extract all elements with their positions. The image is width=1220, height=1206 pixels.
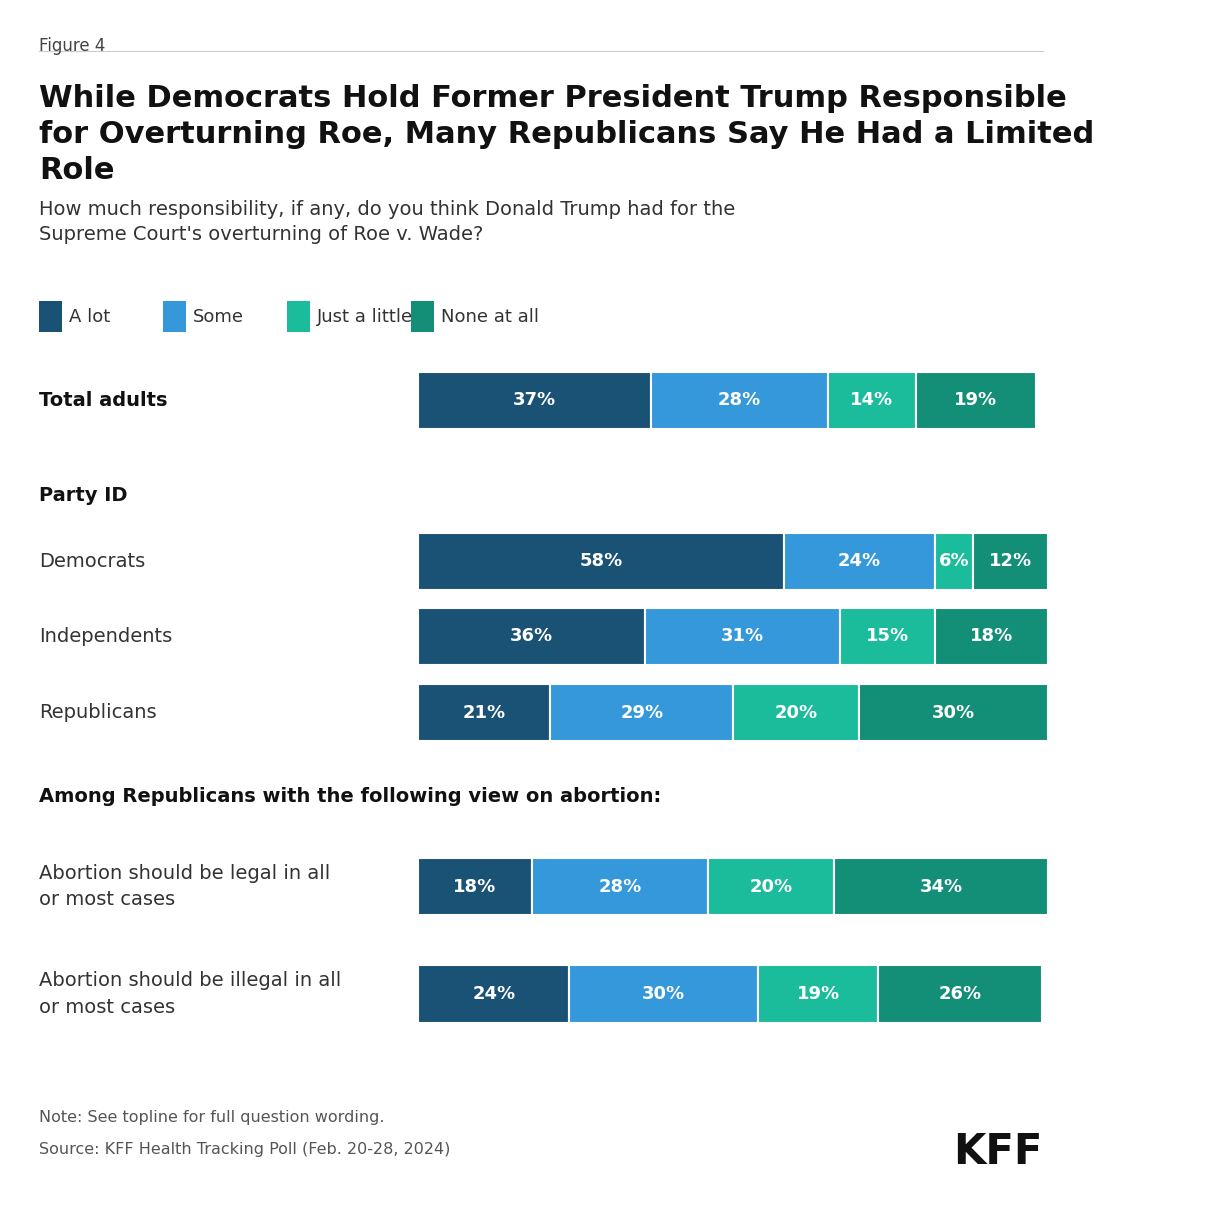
Text: Some: Some [193,308,244,326]
Bar [163,302,187,333]
Text: 37%: 37% [514,391,556,409]
Text: Note: See topline for full question wording.: Note: See topline for full question word… [39,1110,384,1125]
Text: 19%: 19% [954,391,997,409]
Bar [418,608,645,665]
Bar [733,684,859,742]
Text: A lot: A lot [68,308,110,326]
Text: 14%: 14% [850,391,893,409]
Bar [935,608,1048,665]
Bar [39,302,62,333]
Text: Independents: Independents [39,627,172,646]
Text: 19%: 19% [797,985,839,1003]
Text: Party ID: Party ID [39,486,127,505]
Text: 30%: 30% [642,985,686,1003]
Bar [645,608,841,665]
Text: 24%: 24% [472,985,515,1003]
Text: 20%: 20% [775,703,817,721]
Text: 31%: 31% [721,627,764,645]
Bar [651,371,827,429]
Bar [532,859,708,915]
Text: 28%: 28% [717,391,761,409]
Text: 28%: 28% [598,878,642,896]
Bar [708,859,834,915]
Bar [418,371,651,429]
Bar [783,533,935,590]
Text: 30%: 30% [932,703,975,721]
Bar [834,859,1048,915]
Text: Abortion should be legal in all
or most cases: Abortion should be legal in all or most … [39,863,331,909]
Text: Among Republicans with the following view on abortion:: Among Republicans with the following vie… [39,786,661,806]
Text: Republicans: Republicans [39,703,156,722]
Text: While Democrats Hold Former President Trump Responsible
for Overturning Roe, Man: While Democrats Hold Former President Tr… [39,84,1094,186]
Bar [550,684,733,742]
Text: 26%: 26% [938,985,982,1003]
Bar [418,859,532,915]
Text: None at all: None at all [440,308,538,326]
Text: 34%: 34% [920,878,963,896]
Bar [935,533,972,590]
Bar [972,533,1048,590]
Text: 36%: 36% [510,627,553,645]
Text: Democrats: Democrats [39,552,145,570]
Text: 6%: 6% [938,552,969,570]
Bar [418,965,570,1023]
Text: 18%: 18% [453,878,497,896]
Bar [287,302,310,333]
Text: 24%: 24% [838,552,881,570]
Bar [841,608,935,665]
Bar [878,965,1042,1023]
Text: 12%: 12% [989,552,1032,570]
Text: 58%: 58% [580,552,622,570]
Text: 15%: 15% [866,627,909,645]
Text: 21%: 21% [462,703,506,721]
Text: 18%: 18% [970,627,1013,645]
Bar [759,965,878,1023]
Text: 20%: 20% [749,878,793,896]
Bar [916,371,1036,429]
Bar [411,302,434,333]
Text: KFF: KFF [954,1131,1043,1172]
Bar [418,684,550,742]
Bar [827,371,916,429]
Bar [570,965,759,1023]
Text: Source: KFF Health Tracking Poll (Feb. 20-28, 2024): Source: KFF Health Tracking Poll (Feb. 2… [39,1142,450,1157]
Text: Figure 4: Figure 4 [39,36,105,54]
Text: Total adults: Total adults [39,391,167,410]
Text: 29%: 29% [620,703,664,721]
Text: Just a little: Just a little [317,308,412,326]
Bar [418,533,783,590]
Bar [859,684,1048,742]
Text: How much responsibility, if any, do you think Donald Trump had for the
Supreme C: How much responsibility, if any, do you … [39,200,736,244]
Text: Abortion should be illegal in all
or most cases: Abortion should be illegal in all or mos… [39,971,342,1017]
